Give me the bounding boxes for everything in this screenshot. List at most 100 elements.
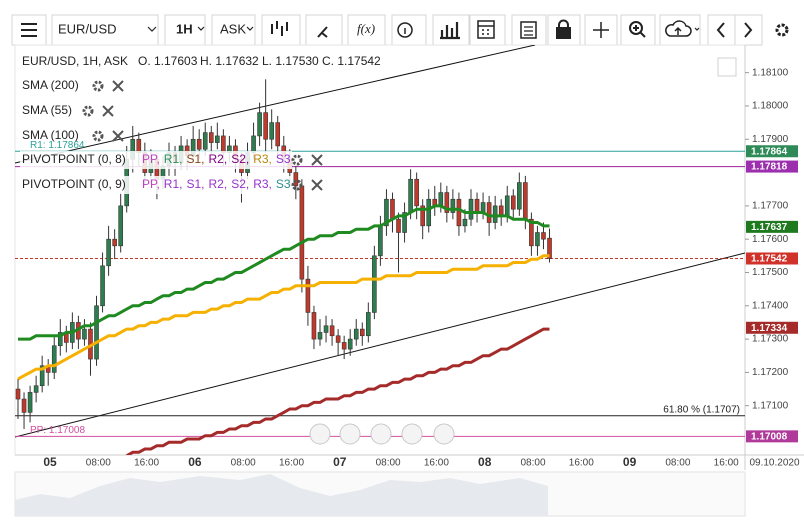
candle-body xyxy=(456,198,462,227)
price-tag-label: 1.17542 xyxy=(751,254,788,265)
candle-body xyxy=(94,305,99,360)
zoom-icon xyxy=(629,21,643,35)
dropdown-icon xyxy=(147,26,157,32)
candle-body xyxy=(251,135,256,153)
settings-icon[interactable] xyxy=(291,179,303,191)
info-button[interactable] xyxy=(391,14,427,46)
candle-body xyxy=(215,135,220,143)
settings-icon[interactable] xyxy=(92,130,104,142)
price-tag-label: 1.17334 xyxy=(751,323,788,334)
next-button[interactable] xyxy=(734,14,763,46)
candle-body xyxy=(541,232,546,240)
settings-icon[interactable] xyxy=(92,80,104,92)
candle-body xyxy=(82,328,87,340)
candle-body xyxy=(305,278,311,313)
y-tick-label: 1.17500 xyxy=(752,267,789,278)
remove-icon[interactable] xyxy=(112,130,124,142)
legend-row-bg xyxy=(20,151,292,169)
candle-body xyxy=(474,198,480,213)
calendar-icon xyxy=(477,20,495,39)
candle-body xyxy=(341,342,347,350)
candle-body xyxy=(100,265,105,307)
candle-body xyxy=(118,205,123,247)
candle-body xyxy=(51,345,57,373)
x-tick-label: 05 xyxy=(43,455,57,469)
x-tick-label: 08:00 xyxy=(376,458,401,469)
candle-body xyxy=(444,192,450,213)
candle-body xyxy=(523,182,528,220)
candle-body xyxy=(311,312,317,340)
x-tick-label: 16:00 xyxy=(279,458,304,469)
sma-line xyxy=(18,204,550,341)
pan-left-button[interactable] xyxy=(309,423,331,445)
y-tick-label: 1.17700 xyxy=(752,201,789,212)
dropdown-icon xyxy=(246,26,254,31)
news-button[interactable] xyxy=(511,14,547,46)
cloud-icon xyxy=(665,20,692,37)
calendar-icon xyxy=(478,25,494,35)
pivot-component: S1, xyxy=(186,152,204,166)
expand-button[interactable] xyxy=(717,57,737,77)
pencil-icon xyxy=(317,26,328,38)
pivot-components: PP, R1, S1, R2, S2, R3, S3 xyxy=(142,177,291,191)
side-button[interactable] xyxy=(211,14,256,46)
news-icon xyxy=(524,26,533,36)
candle-body xyxy=(202,132,208,150)
info-icon xyxy=(397,22,413,38)
candle-body xyxy=(275,122,281,147)
toolbar xyxy=(11,14,763,46)
remove-icon[interactable] xyxy=(311,154,323,166)
legend-row-bg xyxy=(20,176,292,194)
zoom-in-button[interactable] xyxy=(401,423,423,445)
candle-body xyxy=(408,178,413,213)
price-tag-label: 1.17637 xyxy=(751,222,788,233)
candle-body xyxy=(492,205,498,223)
y-tick-label: 1.17300 xyxy=(752,334,789,345)
zoom-out-button[interactable] xyxy=(339,423,361,445)
indicator-name: SMA (200) xyxy=(22,78,79,92)
legend: EUR/USD, 1H, ASK O. 1.17603 H. 1.17632 L. 1… xyxy=(20,54,381,194)
bars-icon xyxy=(440,22,460,40)
y-tick-label: 1.17200 xyxy=(752,367,789,378)
pivot-components: PP, R1, S1, R2, S2, R3, S3 xyxy=(142,152,291,166)
candles-icon xyxy=(271,21,288,36)
pan-right-button[interactable] xyxy=(433,423,455,445)
ohlc-value: O. 1.17603 xyxy=(138,54,198,68)
settings-icon[interactable] xyxy=(775,23,789,37)
candle-body xyxy=(359,328,365,337)
reset-button[interactable] xyxy=(370,423,392,445)
navigator xyxy=(14,471,746,517)
candle-body xyxy=(15,388,21,400)
pivot-component: R1, xyxy=(164,177,183,191)
candle-body xyxy=(510,195,516,210)
pivot-component: S3 xyxy=(276,177,291,191)
prev-icon xyxy=(716,22,725,38)
symbol-field[interactable] xyxy=(51,14,159,46)
candle-body xyxy=(208,132,214,143)
price-tag xyxy=(746,220,798,233)
settings-icon[interactable] xyxy=(82,105,94,117)
zoom-button[interactable] xyxy=(620,14,656,46)
candle-body xyxy=(529,218,534,247)
candle-body xyxy=(426,198,432,227)
settings-icon[interactable] xyxy=(291,154,303,166)
zoom-icon xyxy=(633,25,646,38)
remove-icon[interactable] xyxy=(112,80,124,92)
price-tag-label: 1.17008 xyxy=(751,431,788,442)
y-tick-label: 1.17100 xyxy=(752,400,789,411)
prev-button[interactable] xyxy=(707,14,736,46)
price-tag xyxy=(746,145,798,158)
candle-body xyxy=(27,392,33,413)
x-tick-label: 08:00 xyxy=(665,458,690,469)
candle-body xyxy=(21,398,27,413)
toolbar-icons xyxy=(21,19,789,40)
legend-header: EUR/USD, 1H, ASK xyxy=(22,54,128,68)
remove-icon[interactable] xyxy=(311,179,323,191)
pivot-component: R2, xyxy=(209,152,228,166)
candle-body xyxy=(535,232,540,247)
candle-body xyxy=(517,182,522,210)
navigator-area xyxy=(15,474,548,516)
y-tick-label: 1.18000 xyxy=(752,101,789,112)
remove-icon[interactable] xyxy=(102,105,114,117)
